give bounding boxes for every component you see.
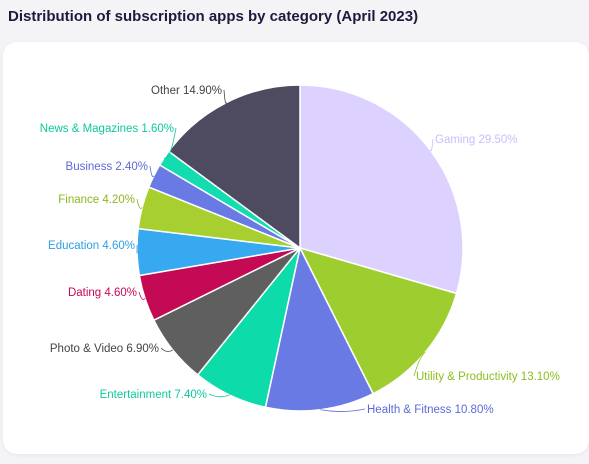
pie-slice-health-and-fitness	[264, 245, 375, 412]
leader-line-health-and-fitness	[320, 408, 366, 412]
leader-line-news-and-magazines	[163, 127, 177, 159]
slice-label-education: Education 4.60%	[48, 240, 135, 252]
chart-title: Distribution of subscription apps by cat…	[8, 8, 419, 25]
leader-line-utility-and-productivity	[413, 351, 426, 377]
pie-chart: Gaming 29.50% Utility & Productivity 13.1…	[40, 84, 560, 416]
leader-line-other	[223, 89, 227, 104]
leader-line-photo-and-video	[160, 347, 174, 352]
slice-label-photo-and-video: Photo & Video 6.90%	[50, 343, 159, 355]
slice-label-utility-and-productivity: Utility & Productivity 13.10%	[416, 371, 560, 383]
leader-line-dating	[138, 291, 146, 300]
slice-label-dating: Dating 4.60%	[68, 287, 137, 299]
slice-label-other: Other 14.90%	[151, 85, 222, 97]
slice-label-entertainment: Entertainment 7.40%	[100, 389, 207, 401]
slice-label-gaming: Gaming 29.50%	[435, 134, 517, 146]
leader-line-business	[149, 165, 155, 178]
slice-label-business: Business 2.40%	[66, 161, 148, 173]
leader-line-finance	[136, 198, 143, 209]
leader-line-gaming	[429, 138, 434, 152]
chart-card: Gaming 29.50% Utility & Productivity 13.1…	[3, 42, 589, 454]
slice-label-health-and-fitness: Health & Fitness 10.80%	[367, 404, 494, 416]
slice-label-news-and-magazines: News & Magazines 1.60%	[40, 123, 174, 135]
leader-line-entertainment	[208, 393, 230, 398]
slice-label-finance: Finance 4.20%	[58, 194, 135, 206]
